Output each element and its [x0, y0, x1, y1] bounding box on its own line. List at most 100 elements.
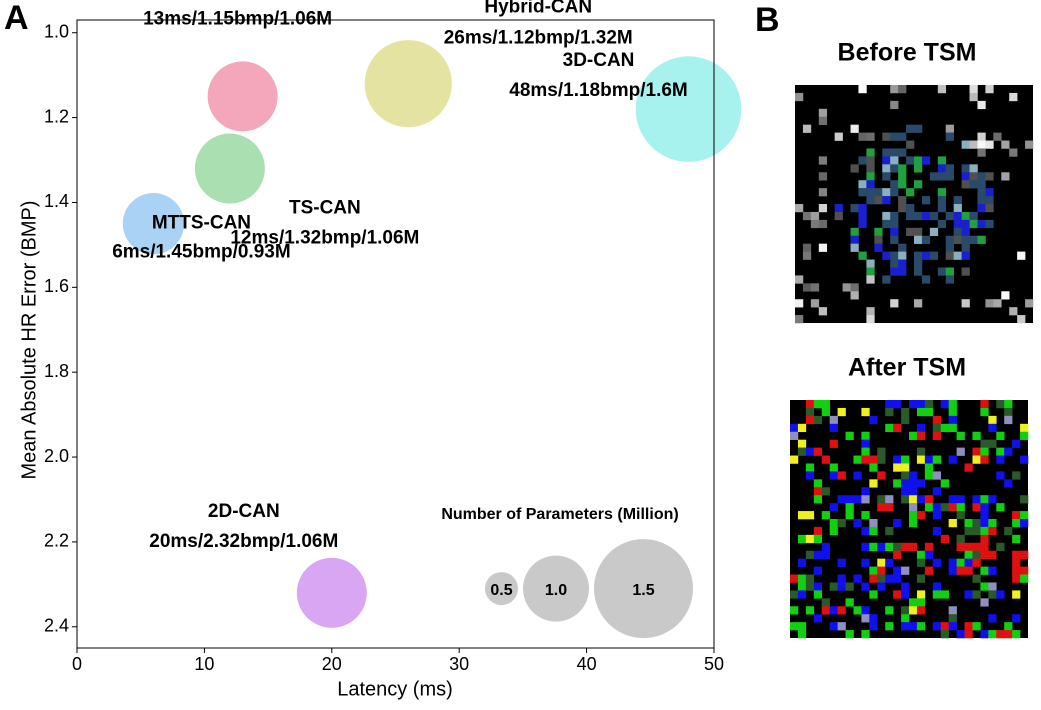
- pixel: [980, 400, 989, 409]
- pixel: [988, 550, 997, 559]
- pixel: [906, 156, 915, 165]
- pixel: [898, 251, 907, 260]
- pixel: [813, 479, 823, 488]
- pixel: [1020, 566, 1029, 575]
- pixel: [909, 495, 918, 504]
- pixel: [890, 164, 899, 173]
- pixel: [869, 590, 878, 599]
- pixel: [877, 566, 886, 575]
- pixel: [953, 196, 962, 205]
- annotation: 6ms/1.45bmp/0.93M: [112, 242, 290, 263]
- pixel: [996, 503, 1005, 512]
- pixel: [916, 590, 926, 599]
- pixel: [1020, 455, 1029, 464]
- pixel: [977, 196, 986, 205]
- pixel: [834, 211, 843, 221]
- pixel: [977, 188, 986, 197]
- pixel: [821, 511, 830, 520]
- pixel: [932, 582, 942, 591]
- pixel: [837, 495, 846, 504]
- pixel: [829, 606, 838, 615]
- pixel: [802, 251, 812, 260]
- pixel: [829, 526, 838, 536]
- pixel: [850, 291, 859, 300]
- pixel: [877, 542, 886, 552]
- pixel: [837, 558, 846, 567]
- pixel: [890, 211, 899, 221]
- bubble: [635, 56, 742, 162]
- pixel: [956, 566, 965, 575]
- pixel: [805, 407, 815, 417]
- pixel: [1004, 526, 1013, 536]
- pixel: [956, 447, 965, 456]
- pixel: [1020, 431, 1029, 440]
- pixel: [948, 415, 957, 425]
- pixel: [948, 400, 957, 409]
- pixel: [790, 431, 799, 440]
- pixel: [914, 227, 923, 237]
- pixel: [882, 132, 891, 141]
- pixel: [924, 566, 934, 575]
- pixel: [866, 307, 875, 316]
- pixel: [1012, 566, 1021, 575]
- pixel: [924, 495, 934, 504]
- pixel: [898, 180, 907, 189]
- pixel: [1009, 148, 1018, 157]
- pixel: [914, 259, 923, 268]
- pixel: [945, 211, 954, 221]
- pixel: [858, 156, 867, 165]
- pixel: [937, 204, 947, 213]
- pixel: [924, 407, 934, 417]
- pixel: [901, 566, 910, 575]
- pixel: [869, 455, 878, 464]
- pixel: [945, 275, 954, 284]
- pixel: [885, 558, 894, 567]
- pixel: [921, 275, 931, 284]
- pixel: [1020, 519, 1029, 528]
- pixel: [1009, 307, 1018, 316]
- pixel: [909, 542, 918, 552]
- pixel: [988, 526, 997, 536]
- size-legend-label: 1.0: [545, 582, 567, 599]
- pixel: [956, 534, 965, 544]
- pixel: [988, 590, 997, 599]
- pixel: [909, 622, 918, 631]
- y-tick-label: 1.4: [44, 191, 69, 211]
- pixel: [901, 495, 910, 504]
- pixel: [861, 630, 870, 639]
- pixel: [885, 407, 894, 417]
- pixel: [996, 447, 1005, 456]
- pixel: [901, 614, 910, 623]
- pixel: [818, 188, 828, 197]
- pixel: [953, 251, 962, 260]
- pixel: [969, 164, 978, 173]
- pixel: [914, 211, 923, 221]
- pixel: [805, 400, 815, 409]
- pixel: [1009, 92, 1018, 102]
- pixel: [890, 227, 899, 237]
- pixel: [932, 526, 942, 536]
- pixel: [948, 503, 957, 512]
- pixel: [985, 299, 994, 308]
- pixel: [988, 423, 997, 433]
- pixel: [1012, 630, 1021, 639]
- pixel: [885, 542, 894, 552]
- pixel: [948, 606, 957, 615]
- pixel: [1012, 614, 1021, 623]
- pixel: [916, 558, 926, 567]
- pixel: [909, 503, 918, 512]
- pixel: [790, 606, 799, 615]
- pixel: [818, 204, 828, 213]
- y-tick-label: 2.4: [44, 616, 69, 636]
- pixel: [882, 211, 891, 221]
- pixel: [797, 534, 807, 544]
- pixel: [853, 455, 862, 464]
- pixel: [988, 630, 997, 639]
- pixel: [877, 582, 886, 591]
- pixel: [929, 172, 939, 181]
- pixel: [805, 574, 815, 583]
- pixel: [813, 582, 823, 591]
- pixel: [977, 219, 986, 229]
- pixel: [898, 172, 907, 181]
